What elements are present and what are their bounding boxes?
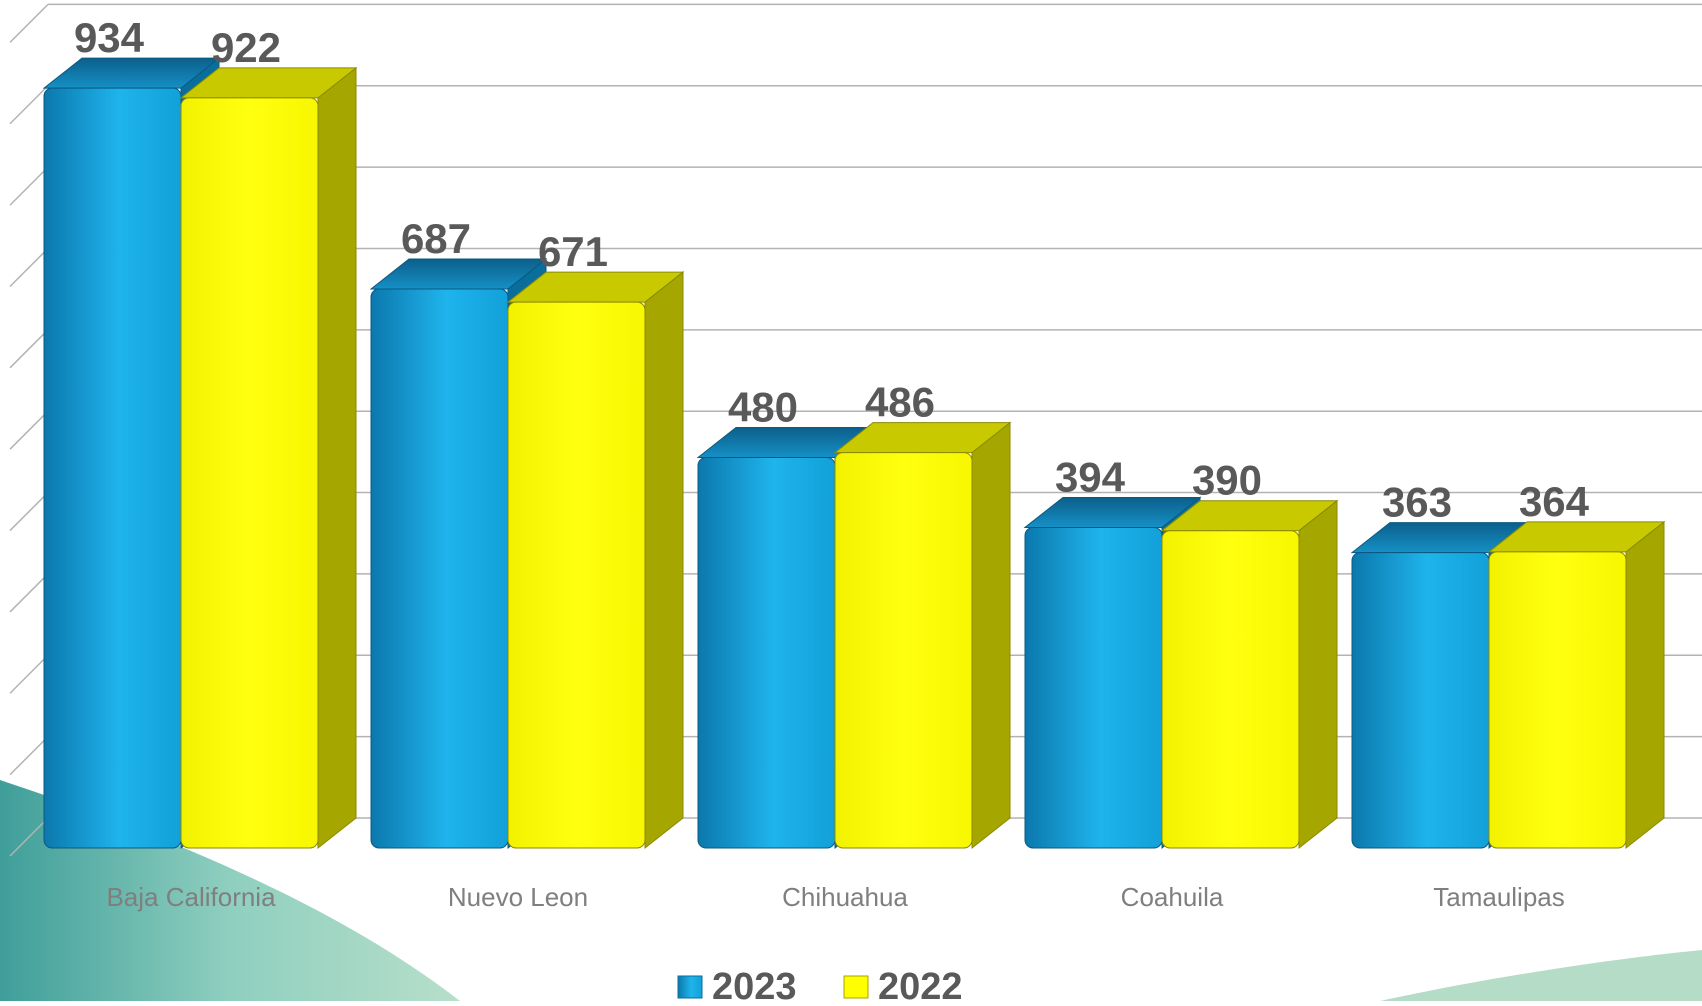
data-label-2023-0: 934 — [74, 14, 145, 61]
gridline-side — [9, 329, 49, 369]
labels: 934 922 Baja California 687 671 Nuevo Leon 480… — [74, 14, 1590, 912]
data-label-2022-0: 922 — [211, 24, 281, 71]
gridline-side — [9, 573, 49, 613]
gridline-side — [9, 817, 49, 857]
category-label: Coahuila — [1121, 882, 1224, 912]
bar-side-2022-0 — [317, 66, 357, 850]
bar-2023-0 — [43, 87, 182, 849]
legend: 2023 2022 — [677, 966, 963, 1006]
legend-label-2022: 2022 — [878, 966, 963, 1001]
legend-swatch-2022 — [843, 975, 869, 999]
bar-2023-2 — [697, 456, 836, 849]
gridline-side — [9, 492, 49, 532]
category-label: Chihuahua — [782, 882, 908, 912]
gridline-side — [9, 247, 49, 288]
gridline-side — [9, 654, 49, 694]
category-label: Nuevo Leon — [448, 882, 588, 912]
bar-side-2022-4 — [1625, 520, 1665, 850]
data-label-2022-2: 486 — [865, 379, 935, 426]
data-label-2023-4: 363 — [1382, 479, 1452, 526]
bars — [42, 57, 1666, 850]
category-label: Tamaulipas — [1433, 882, 1565, 912]
data-label-2023-1: 687 — [401, 215, 471, 262]
bar-2022-1 — [507, 301, 646, 849]
bar-2022-4 — [1488, 551, 1627, 849]
bar-2022-3 — [1161, 530, 1300, 849]
gridline-side — [9, 736, 49, 776]
gridline-side — [9, 3, 49, 43]
gridline-side — [9, 85, 49, 125]
legend-label-2023: 2023 — [712, 966, 797, 1001]
gridline-side — [9, 166, 49, 206]
data-label-2022-4: 364 — [1519, 478, 1590, 525]
bar-side-2022-2 — [971, 421, 1011, 850]
data-label-2023-3: 394 — [1055, 453, 1126, 500]
data-label-2022-1: 671 — [538, 228, 608, 275]
bar-2022-0 — [180, 97, 319, 849]
bar-2023-1 — [370, 288, 509, 849]
data-label-2023-2: 480 — [728, 383, 798, 430]
bar-2023-3 — [1024, 526, 1163, 849]
bar-2023-4 — [1351, 552, 1490, 849]
legend-item-2022: 2022 — [843, 966, 963, 1006]
category-label: Baja California — [106, 882, 276, 912]
bar-2022-2 — [834, 452, 973, 849]
bar-side-2022-3 — [1298, 499, 1338, 850]
bar-side-2022-1 — [644, 271, 684, 850]
data-label-2022-3: 390 — [1192, 457, 1262, 504]
legend-swatch-2023 — [677, 975, 703, 999]
gridline-side — [9, 410, 49, 450]
legend-item-2023: 2023 — [677, 966, 797, 1006]
